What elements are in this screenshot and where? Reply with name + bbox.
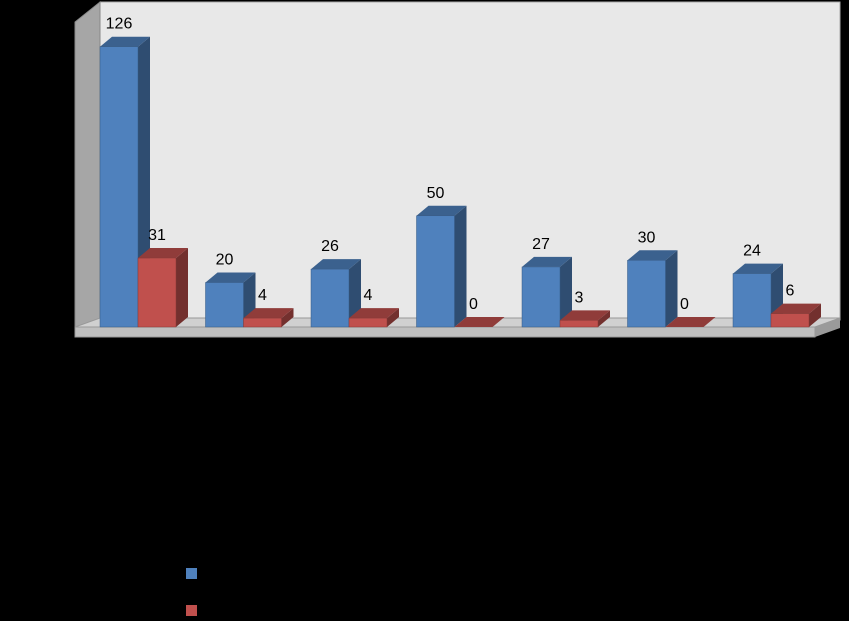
value-label: 31 <box>148 227 166 244</box>
bar-top <box>560 310 610 321</box>
floor-front <box>74 326 816 338</box>
bar <box>416 205 467 328</box>
value-label: 3 <box>575 289 584 306</box>
bar-top <box>138 248 188 259</box>
bar <box>559 310 610 328</box>
bar-top <box>627 250 678 261</box>
bar <box>627 250 678 328</box>
value-label: 0 <box>469 296 478 313</box>
bar-front <box>627 260 666 328</box>
bars: 126 31 20 4 26 4 50 0 27 3 30 0 24 6 <box>99 16 821 328</box>
value-label: 20 <box>216 252 234 269</box>
bar <box>310 259 361 328</box>
bar-top <box>771 303 821 314</box>
bar-side <box>809 303 821 327</box>
value-label: 0 <box>680 296 689 313</box>
bar-side <box>454 205 467 327</box>
bar <box>99 36 150 328</box>
bar-front <box>99 46 139 328</box>
bar-top <box>205 272 256 283</box>
bar <box>665 317 716 327</box>
bar-front <box>205 282 244 328</box>
bar <box>770 303 821 328</box>
bar-top <box>665 317 716 327</box>
value-label: 30 <box>638 229 656 246</box>
value-label: 4 <box>364 287 373 304</box>
bar-top <box>349 308 399 319</box>
bar-front <box>310 268 350 328</box>
bar-top <box>311 259 361 270</box>
floor-side <box>815 318 840 337</box>
value-label: 126 <box>106 16 133 33</box>
value-label: 27 <box>532 236 550 253</box>
bar-side <box>281 308 294 327</box>
value-label: 26 <box>321 238 339 255</box>
bar-front <box>348 317 388 328</box>
bar-top <box>733 263 783 274</box>
bar-side <box>387 308 399 327</box>
legend-swatch <box>186 605 197 616</box>
bar-side <box>560 256 572 327</box>
bar-side <box>665 250 678 327</box>
bar-front <box>732 273 772 328</box>
bar <box>137 248 188 328</box>
bar-top <box>522 256 572 267</box>
value-label: 6 <box>786 283 795 300</box>
bar-side <box>176 248 188 327</box>
bar <box>243 308 294 328</box>
value-label: 50 <box>427 185 445 202</box>
bar-top <box>243 308 294 319</box>
bar-front <box>243 317 282 328</box>
bar-top <box>100 36 150 47</box>
legend <box>186 568 197 616</box>
bar-side <box>598 310 610 327</box>
bar-top <box>416 205 467 216</box>
value-label: 4 <box>258 287 267 304</box>
back-wall <box>99 1 841 321</box>
bar-front <box>416 215 455 328</box>
bar-side <box>349 259 361 327</box>
bar <box>348 308 399 328</box>
bar-top <box>454 317 505 327</box>
bar <box>454 317 505 327</box>
bar-front <box>521 266 561 328</box>
side-wall <box>74 0 101 328</box>
bar-front <box>770 313 810 328</box>
bar-front <box>559 320 599 328</box>
bar <box>521 256 572 328</box>
bar <box>732 263 783 328</box>
value-label: 24 <box>743 243 761 260</box>
bar-front <box>137 257 177 328</box>
legend-swatch <box>186 568 197 579</box>
